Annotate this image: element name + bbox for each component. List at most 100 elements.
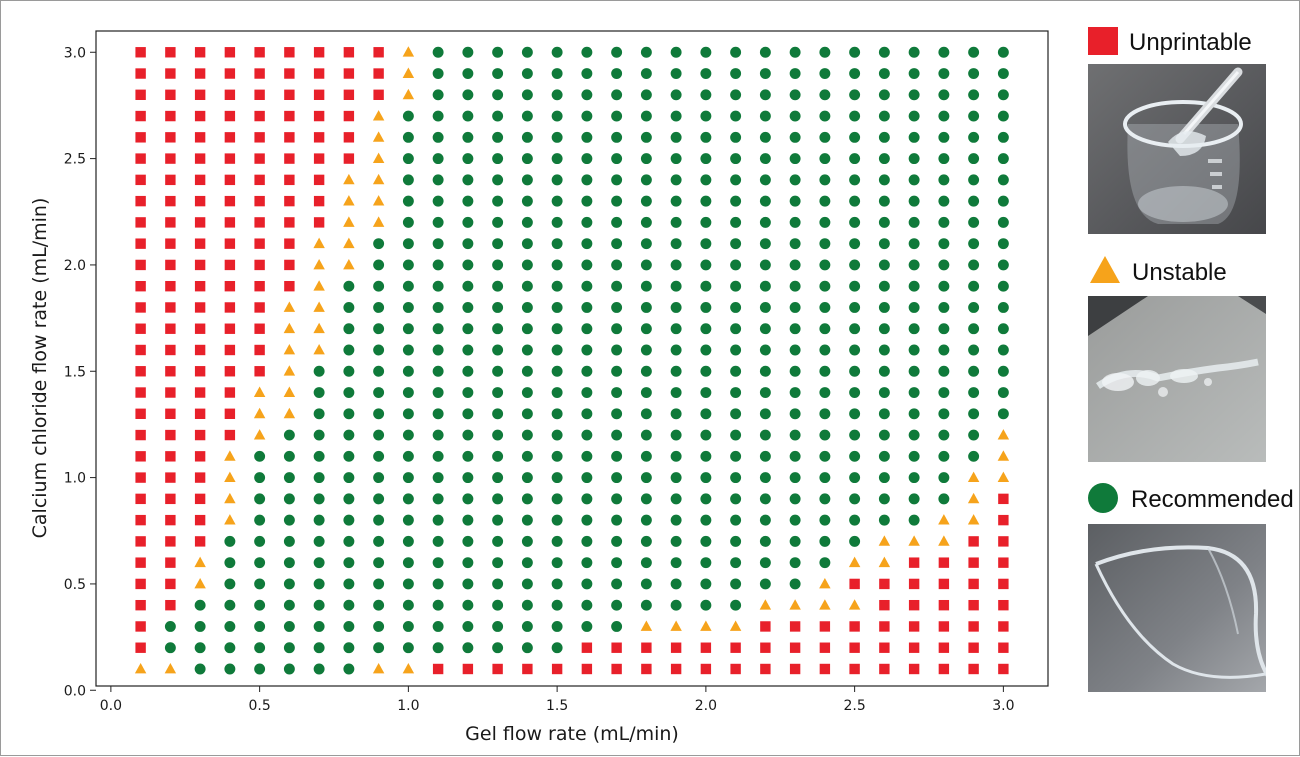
point-recommended-10-23 [432, 174, 444, 186]
point-recommended-16-29 [611, 46, 623, 58]
point-recommended-12-14 [492, 365, 504, 377]
point-unprintable-0-15 [135, 344, 146, 356]
point-recommended-15-4 [581, 578, 593, 590]
point-unprintable-28-0 [968, 663, 979, 675]
x-tick-label: 0.0 [100, 698, 122, 714]
x-tick-label: 3.0 [992, 698, 1014, 714]
point-recommended-14-6 [551, 535, 563, 547]
point-unprintable-2-23 [194, 174, 206, 186]
point-unprintable-7-26 [343, 110, 355, 122]
point-recommended-16-21 [611, 216, 623, 228]
point-recommended-5-8 [283, 493, 295, 505]
point-recommended-21-11 [759, 429, 771, 441]
point-recommended-27-13 [938, 387, 950, 398]
point-recommended-4-6 [254, 535, 266, 547]
point-unprintable-6-27 [313, 89, 325, 100]
point-unprintable-0-9 [135, 472, 146, 483]
y-tick-label: 2.5 [64, 152, 86, 168]
point-recommended-13-19 [521, 259, 533, 271]
point-recommended-22-16 [789, 323, 801, 335]
point-unprintable-3-12 [224, 408, 236, 419]
point-unprintable-3-22 [224, 195, 236, 207]
point-recommended-22-27 [789, 89, 801, 101]
point-unprintable-7-28 [343, 68, 355, 79]
point-unstable-23-3 [819, 599, 831, 610]
point-recommended-24-9 [849, 472, 861, 484]
point-recommended-25-28 [878, 68, 890, 79]
point-recommended-22-19 [789, 259, 801, 271]
point-recommended-19-20 [700, 238, 712, 250]
point-recommended-20-11 [730, 429, 742, 441]
point-recommended-10-12 [432, 408, 444, 420]
point-recommended-23-14 [819, 365, 831, 377]
point-recommended-22-20 [789, 238, 801, 250]
point-recommended-8-13 [373, 387, 385, 398]
point-recommended-7-8 [343, 493, 355, 505]
point-unprintable-6-23 [313, 174, 325, 186]
point-recommended-20-23 [730, 174, 742, 186]
point-recommended-9-20 [402, 238, 414, 250]
point-recommended-23-15 [819, 344, 831, 356]
point-recommended-24-13 [849, 387, 861, 398]
point-recommended-7-11 [343, 429, 355, 441]
point-recommended-27-8 [938, 493, 950, 505]
point-recommended-9-14 [402, 365, 414, 377]
point-unprintable-23-1 [819, 642, 831, 653]
point-unprintable-1-14 [165, 366, 176, 377]
point-recommended-12-17 [492, 302, 504, 313]
point-recommended-15-7 [581, 514, 593, 526]
point-recommended-19-23 [700, 174, 712, 186]
point-recommended-12-5 [492, 557, 504, 569]
point-recommended-24-16 [849, 323, 861, 335]
point-unprintable-0-5 [135, 557, 146, 568]
point-recommended-25-20 [878, 238, 890, 250]
point-recommended-7-12 [343, 408, 355, 420]
point-recommended-21-23 [759, 174, 771, 186]
point-unprintable-5-18 [284, 280, 295, 292]
point-unprintable-1-27 [165, 89, 176, 100]
point-unprintable-16-0 [611, 663, 622, 675]
point-recommended-20-6 [730, 535, 742, 547]
point-recommended-14-11 [551, 429, 563, 441]
point-unprintable-6-29 [313, 47, 325, 58]
point-unprintable-0-17 [135, 302, 146, 313]
point-recommended-9-4 [402, 578, 414, 590]
point-unprintable-27-0 [938, 663, 950, 675]
point-unprintable-2-15 [194, 344, 206, 356]
point-unprintable-14-0 [551, 663, 563, 675]
point-recommended-10-3 [432, 599, 444, 611]
point-recommended-13-12 [521, 408, 533, 420]
point-recommended-10-8 [432, 493, 444, 505]
point-recommended-20-8 [730, 493, 742, 505]
point-recommended-24-22 [849, 195, 861, 207]
point-recommended-28-17 [968, 302, 980, 313]
point-recommended-18-28 [670, 68, 682, 79]
point-recommended-26-19 [908, 259, 920, 271]
y-tick-label: 0.5 [64, 577, 86, 593]
point-recommended-13-5 [521, 557, 533, 569]
point-recommended-20-22 [730, 195, 742, 207]
point-recommended-11-26 [462, 110, 474, 122]
point-recommended-12-15 [492, 344, 504, 356]
gel-fragments-photo [1088, 296, 1266, 462]
point-recommended-12-13 [492, 387, 504, 398]
point-unprintable-2-29 [194, 47, 206, 58]
point-unstable-18-2 [670, 620, 682, 631]
point-unprintable-0-18 [135, 280, 146, 292]
point-recommended-8-18 [373, 280, 385, 292]
point-recommended-22-17 [789, 302, 801, 313]
point-recommended-23-12 [819, 408, 831, 420]
point-unprintable-5-28 [284, 68, 295, 79]
point-unstable-7-20 [343, 237, 355, 249]
point-recommended-12-28 [492, 68, 504, 79]
point-unprintable-3-16 [224, 323, 236, 334]
point-unstable-25-5 [878, 556, 891, 568]
point-recommended-10-4 [432, 578, 444, 590]
point-unprintable-1-16 [165, 323, 176, 334]
point-unprintable-0-26 [135, 110, 146, 122]
point-recommended-15-23 [581, 174, 593, 186]
point-unstable-21-3 [759, 599, 772, 610]
point-recommended-18-6 [670, 535, 682, 547]
point-recommended-10-13 [432, 387, 444, 398]
point-recommended-8-16 [373, 323, 385, 335]
